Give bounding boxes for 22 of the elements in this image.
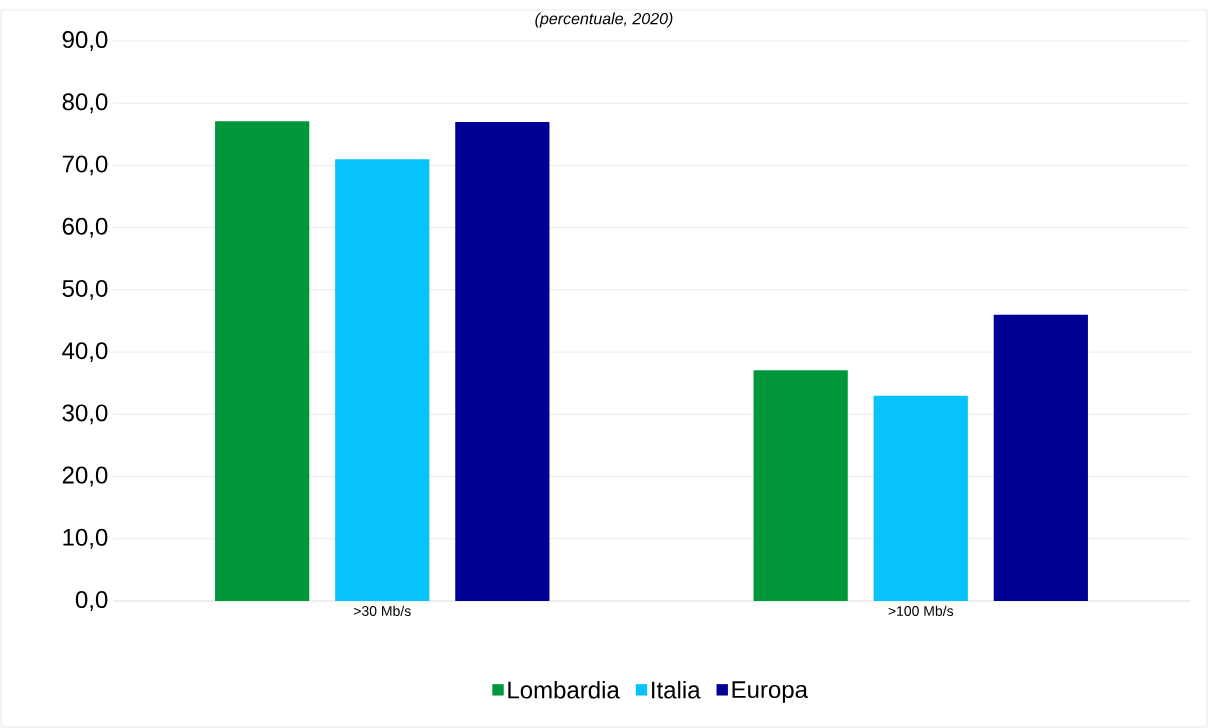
bar <box>215 121 310 601</box>
bar <box>993 314 1088 601</box>
y-tick-label: 50,0 <box>62 279 108 300</box>
bar <box>753 370 848 601</box>
legend-label: Europa <box>732 681 808 703</box>
y-tick-label: 20,0 <box>62 466 108 487</box>
y-tick-label: 10,0 <box>63 528 108 549</box>
y-tick-label: 30,0 <box>62 404 108 425</box>
chart-subtitle: (percentuale, 2020) <box>535 12 673 28</box>
y-tick-label: 60,0 <box>62 217 108 238</box>
bar <box>455 121 550 601</box>
y-tick-label: 40,0 <box>62 342 108 363</box>
x-tick-label: >100 Mb/s <box>888 605 954 616</box>
bar <box>873 395 968 601</box>
y-tick-label: 80,0 <box>62 93 108 114</box>
y-tick-label: 70,0 <box>62 155 108 176</box>
legend-label: Italia <box>652 680 701 699</box>
y-tick-label: 0,0 <box>75 591 108 611</box>
x-tick-label: >30 Mb/s <box>353 605 411 616</box>
bar <box>335 159 430 601</box>
y-tick-label: 90,0 <box>62 31 108 51</box>
legend-label: Lombardia <box>508 680 620 699</box>
